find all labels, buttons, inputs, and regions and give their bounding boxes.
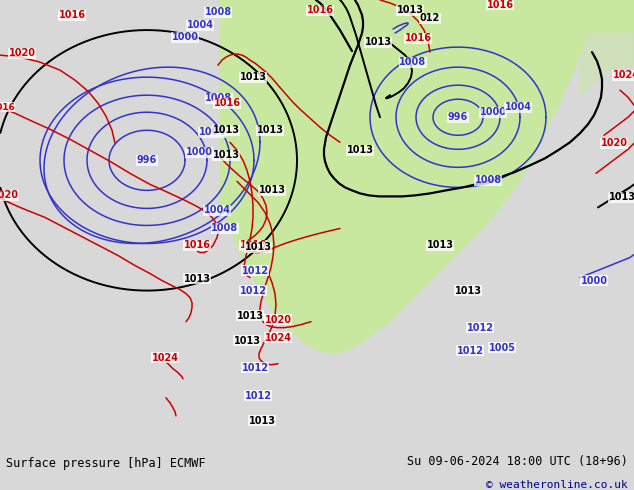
Text: 1024: 1024 (152, 353, 179, 363)
Polygon shape (580, 0, 634, 95)
Text: 1013: 1013 (396, 5, 424, 15)
Text: 1020: 1020 (600, 138, 628, 148)
Text: 1013: 1013 (212, 150, 240, 160)
Text: 1008: 1008 (399, 57, 427, 67)
Text: 1012: 1012 (456, 346, 484, 356)
Text: 1005: 1005 (489, 343, 515, 353)
Text: 996: 996 (448, 112, 468, 122)
Text: 1004: 1004 (186, 20, 214, 30)
Text: 1020: 1020 (264, 315, 292, 325)
Text: 1013: 1013 (240, 72, 266, 82)
Text: 1013: 1013 (236, 311, 264, 320)
Text: © weatheronline.co.uk: © weatheronline.co.uk (486, 480, 628, 490)
Text: 1012: 1012 (240, 286, 266, 295)
Text: 1012: 1012 (467, 322, 493, 333)
Text: 1004: 1004 (505, 102, 531, 112)
Text: 1013: 1013 (183, 273, 210, 284)
Text: 1000: 1000 (186, 147, 212, 157)
Text: 1020: 1020 (0, 191, 18, 200)
Text: 1012: 1012 (245, 391, 271, 401)
Text: 1013: 1013 (259, 185, 285, 196)
Text: 996: 996 (137, 155, 157, 165)
Text: 1013: 1013 (233, 336, 261, 345)
Text: 1008: 1008 (205, 93, 233, 103)
Text: 1000: 1000 (581, 275, 607, 286)
Text: 1013: 1013 (249, 416, 276, 426)
Text: 012: 012 (420, 13, 440, 23)
Polygon shape (220, 0, 352, 105)
Text: 1016: 1016 (214, 98, 240, 108)
Text: 1013: 1013 (365, 37, 392, 47)
Text: 1004: 1004 (204, 205, 231, 216)
Text: 1008: 1008 (204, 7, 231, 17)
Text: 1013: 1013 (455, 286, 481, 295)
Text: 1013: 1013 (245, 243, 271, 252)
Text: 1013: 1013 (212, 125, 240, 135)
Text: 1024: 1024 (264, 333, 292, 343)
Text: 1016: 1016 (58, 10, 86, 20)
Text: 1024: 1024 (612, 70, 634, 80)
Polygon shape (328, 0, 634, 35)
Text: 1012: 1012 (242, 266, 269, 275)
Text: 1000: 1000 (479, 107, 507, 117)
Text: 1008: 1008 (211, 223, 238, 233)
Text: 1004: 1004 (198, 127, 226, 137)
Polygon shape (220, 23, 588, 353)
Text: 1016: 1016 (240, 241, 266, 250)
Text: 1013: 1013 (257, 125, 283, 135)
Text: 1020: 1020 (8, 48, 36, 58)
Text: 1016: 1016 (404, 33, 432, 43)
Text: 1016: 1016 (0, 103, 15, 112)
Text: Su 09-06-2024 18:00 UTC (18+96): Su 09-06-2024 18:00 UTC (18+96) (407, 455, 628, 468)
Text: 1013: 1013 (609, 193, 634, 202)
Text: 1016: 1016 (306, 5, 333, 15)
Text: 1013: 1013 (427, 241, 453, 250)
Text: 1000: 1000 (172, 32, 198, 42)
Text: 1008: 1008 (474, 175, 501, 185)
Text: 1013: 1013 (347, 146, 373, 155)
Text: Surface pressure [hPa] ECMWF: Surface pressure [hPa] ECMWF (6, 457, 206, 470)
Text: 1016: 1016 (183, 241, 210, 250)
Text: 1012: 1012 (242, 363, 269, 373)
Text: 1016: 1016 (486, 0, 514, 10)
